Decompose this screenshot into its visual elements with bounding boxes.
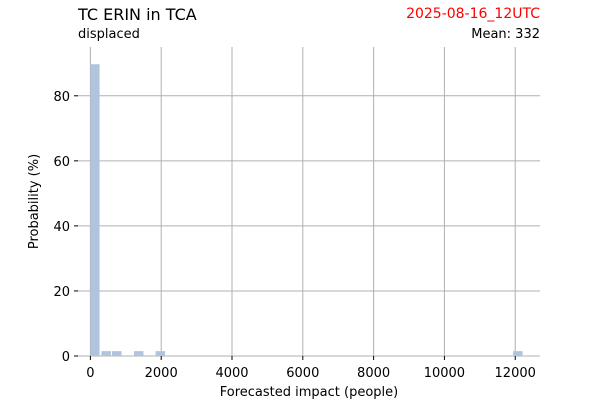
y-tick-label: 80 [53, 90, 70, 105]
bars-layer [90, 64, 523, 356]
histogram-bar [513, 351, 523, 356]
y-tick-label: 20 [53, 285, 70, 300]
y-axis-label: Probability (%) [27, 154, 42, 249]
y-tick-label: 60 [53, 155, 70, 170]
grid-layer [78, 47, 540, 357]
x-tick-label: 10000 [424, 366, 465, 381]
x-tick-label: 8000 [357, 366, 390, 381]
x-tick-label: 0 [86, 366, 94, 381]
y-tick-label: 40 [53, 220, 70, 235]
y-tick-label: 0 [62, 350, 70, 365]
histogram-bar [133, 351, 144, 356]
chart-subtitle: displaced [78, 27, 140, 42]
x-tick-label: 4000 [215, 366, 248, 381]
x-tick-label: 6000 [286, 366, 319, 381]
histogram-bar [111, 351, 122, 356]
x-tick-label: 2000 [145, 366, 178, 381]
x-tick-label: 12000 [495, 366, 536, 381]
chart-title: TC ERIN in TCA [78, 5, 197, 24]
histogram-bar [90, 64, 100, 356]
mean-value: Mean: 332 [471, 27, 540, 42]
forecast-date: 2025-08-16_12UTC [406, 6, 540, 22]
histogram-bar [101, 351, 111, 356]
x-axis-label: Forecasted impact (people) [220, 385, 398, 400]
ticks-layer: 0 2000 4000 6000 8000 10000 12000 0 20 40 60 80 [53, 90, 535, 381]
histogram-bar [155, 351, 166, 356]
